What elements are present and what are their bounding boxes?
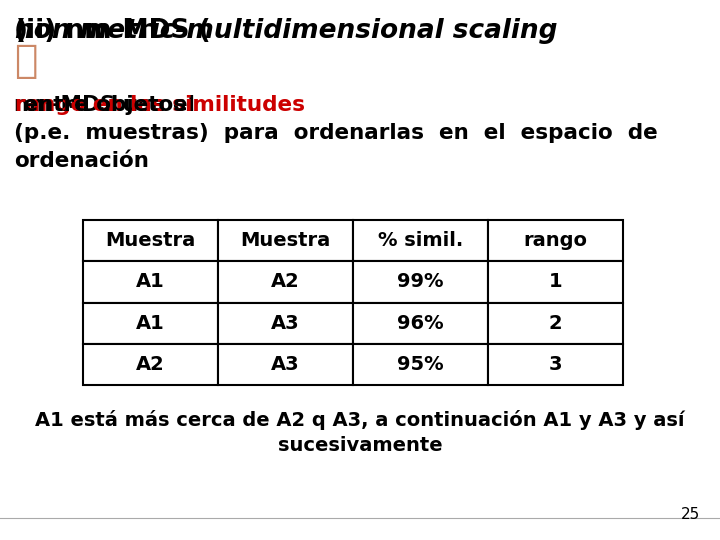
Text: A1: A1: [136, 272, 165, 292]
Text: A2: A2: [271, 272, 300, 292]
Text: 👉: 👉: [14, 42, 37, 80]
Text: Muestra: Muestra: [240, 231, 330, 250]
Text: A1 está más cerca de A2 q A3, a continuación A1 y A3 y así: A1 está más cerca de A2 q A3, a continua…: [35, 410, 685, 430]
Text: rango: rango: [523, 231, 588, 250]
Bar: [488, 220, 623, 261]
Bar: [83, 261, 218, 302]
Bar: [218, 344, 353, 385]
Bar: [218, 302, 353, 344]
Text: (ii) nm-MDS (: (ii) nm-MDS (: [14, 18, 211, 44]
Text: sucesivamente: sucesivamente: [278, 436, 442, 455]
Bar: [488, 302, 623, 344]
Bar: [488, 261, 623, 302]
Text: % simil.: % simil.: [378, 231, 463, 250]
Bar: [83, 220, 218, 261]
Text: (p.e.  muestras)  para  ordenarlas  en  el  espacio  de: (p.e. muestras) para ordenarlas en el es…: [14, 123, 658, 143]
Text: 1: 1: [549, 272, 562, 292]
Bar: [218, 220, 353, 261]
Bar: [83, 302, 218, 344]
Text: A1: A1: [136, 314, 165, 333]
Text: rango en las similitudes: rango en las similitudes: [15, 95, 305, 115]
Bar: [353, 344, 488, 385]
Text: A3: A3: [271, 355, 300, 374]
Bar: [353, 220, 488, 261]
Text: 95%: 95%: [397, 355, 444, 374]
Text: ordenación: ordenación: [14, 151, 149, 171]
Text: ): ): [16, 18, 28, 44]
Text: non metric-multidimensional scaling: non metric-multidimensional scaling: [15, 18, 557, 44]
Bar: [83, 344, 218, 385]
Text: Muestra: Muestra: [105, 231, 195, 250]
Text: 99%: 99%: [397, 272, 444, 292]
Text: A3: A3: [271, 314, 300, 333]
Bar: [488, 344, 623, 385]
Text: entre objetos: entre objetos: [16, 95, 186, 115]
Text: 2: 2: [549, 314, 562, 333]
Text: nm-MDS usa el: nm-MDS usa el: [14, 95, 202, 115]
Bar: [353, 261, 488, 302]
Bar: [353, 302, 488, 344]
Text: A2: A2: [136, 355, 165, 374]
Text: 3: 3: [549, 355, 562, 374]
Text: 96%: 96%: [397, 314, 444, 333]
Bar: [218, 261, 353, 302]
Text: 25: 25: [680, 507, 700, 522]
